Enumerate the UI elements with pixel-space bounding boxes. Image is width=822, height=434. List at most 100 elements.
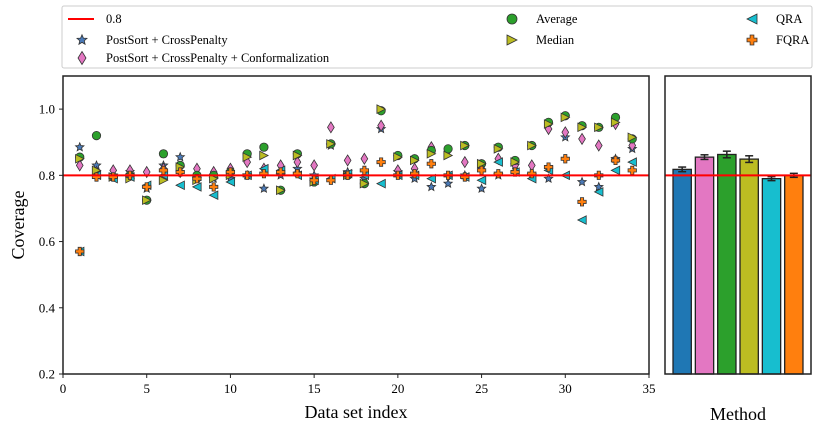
point-triangle-right-22 — [426, 148, 437, 159]
legend-label-triangle-right: Median — [536, 33, 575, 47]
point-plus-12 — [259, 169, 269, 179]
point-plus-28 — [527, 169, 537, 179]
x-tick-label-30: 30 — [559, 381, 572, 396]
point-triangle-right-28 — [527, 140, 537, 151]
y-tick-label-0.6: 0.6 — [39, 234, 56, 249]
point-star-1 — [74, 141, 85, 152]
point-triangle-right-30 — [560, 112, 571, 123]
point-diamond-34 — [628, 139, 637, 152]
point-plus-22 — [426, 159, 436, 169]
point-triangle-right-23 — [443, 150, 454, 161]
x-tick-label-20: 20 — [391, 381, 404, 396]
point-triangle-left-10 — [225, 177, 236, 187]
point-plus-9 — [209, 182, 219, 192]
point-plus-8 — [192, 174, 202, 184]
bar-frame — [664, 75, 812, 375]
point-triangle-left-8 — [191, 182, 202, 192]
legend-label-star: PostSort + CrossPenalty — [106, 33, 228, 47]
bar-panel: Method — [664, 75, 812, 424]
point-plus-16 — [326, 175, 336, 185]
point-triangle-right-27 — [510, 157, 521, 167]
point-triangle-left-9 — [208, 190, 219, 201]
scatter-panel: 0 5 10 15 20 25 30 35 0.2 0.4 0.6 0.8 1.0 Data set … — [8, 75, 656, 422]
x-axis-label: Data set index — [305, 402, 408, 422]
point-triangle-right-14 — [292, 150, 303, 161]
point-plus-19 — [376, 157, 386, 167]
legend-frame — [61, 5, 813, 69]
legend: 0.8 PostSort + CrossPenalty PostSort + Cr… — [61, 5, 813, 69]
bar-5 — [761, 177, 782, 375]
point-star-29 — [543, 173, 554, 184]
point-diamond-15 — [310, 159, 318, 172]
point-triangle-right-11 — [242, 152, 253, 162]
point-plus-5 — [142, 182, 152, 192]
legend-label-circle: Average — [536, 12, 578, 26]
x-tick-label-5: 5 — [143, 381, 150, 396]
point-triangle-left-34 — [627, 157, 637, 167]
point-circle-2 — [91, 131, 102, 141]
point-triangle-left-7 — [175, 180, 185, 191]
bar-2 — [694, 156, 715, 375]
x-tick-label-0: 0 — [60, 381, 67, 396]
point-triangle-right-24 — [460, 140, 470, 151]
x-tick-label-25: 25 — [475, 381, 488, 396]
point-plus-33 — [610, 155, 621, 166]
point-diamond-19 — [377, 119, 385, 132]
point-triangle-right-12 — [259, 150, 270, 161]
point-plus-31 — [577, 197, 587, 207]
point-triangle-right-34 — [627, 132, 638, 143]
point-triangle-left-19 — [376, 178, 386, 189]
point-diamond-18 — [360, 152, 369, 166]
y-tick-label-0.2: 0.2 — [39, 367, 55, 382]
x-tick-label-15: 15 — [308, 381, 321, 396]
point-triangle-right-9 — [209, 173, 219, 184]
point-triangle-left-31 — [576, 215, 587, 225]
legend-label-triangle-left: QRA — [776, 12, 802, 26]
point-star-22 — [426, 181, 437, 192]
point-triangle-right-1 — [75, 153, 85, 164]
point-triangle-right-21 — [409, 155, 420, 166]
point-triangle-right-32 — [594, 122, 604, 133]
legend-label-reference-line: 0.8 — [106, 12, 122, 26]
point-star-12 — [258, 183, 270, 193]
point-star-7 — [175, 151, 186, 162]
point-triangle-left-25 — [476, 175, 487, 186]
point-triangle-right-33 — [610, 117, 621, 128]
bar-4 — [739, 158, 759, 375]
point-plus-21 — [409, 169, 420, 179]
bar-x-axis-label: Method — [710, 404, 766, 424]
legend-label-plus: FQRA — [776, 33, 809, 47]
legend-marker-triangle-left — [746, 13, 758, 25]
point-triangle-right-26 — [493, 143, 504, 154]
point-diamond-31 — [578, 132, 586, 146]
point-star-23 — [442, 178, 454, 189]
point-diamond-16 — [327, 121, 335, 134]
point-diamond-1 — [75, 159, 84, 172]
x-tick-label-35: 35 — [643, 381, 656, 396]
point-diamond-32 — [594, 139, 603, 152]
point-triangle-right-5 — [142, 195, 152, 206]
bar-6 — [784, 174, 804, 375]
y-axis-label: Coverage — [8, 191, 28, 260]
point-triangle-left-33 — [610, 165, 621, 176]
scatter-frame — [62, 75, 650, 375]
point-triangle-right-20 — [393, 152, 403, 162]
point-diamond-17 — [343, 154, 352, 167]
point-triangle-left-22 — [426, 173, 436, 184]
y-tick-label-0.4: 0.4 — [39, 300, 56, 315]
y-tick-label-0.8: 0.8 — [39, 168, 55, 183]
point-triangle-right-16 — [326, 139, 336, 149]
bar-3 — [717, 153, 737, 375]
point-triangle-right-19 — [376, 104, 387, 114]
point-triangle-right-6 — [158, 175, 169, 186]
legend-marker-plus — [746, 34, 758, 46]
bar-1 — [672, 168, 692, 375]
point-diamond-5 — [142, 165, 151, 179]
point-plus-29 — [543, 162, 554, 172]
point-triangle-right-13 — [276, 185, 286, 196]
point-triangle-left-32 — [593, 187, 604, 197]
point-star-31 — [576, 176, 588, 187]
point-star-25 — [476, 183, 487, 193]
point-triangle-left-26 — [493, 157, 503, 167]
point-triangle-right-31 — [577, 122, 588, 133]
